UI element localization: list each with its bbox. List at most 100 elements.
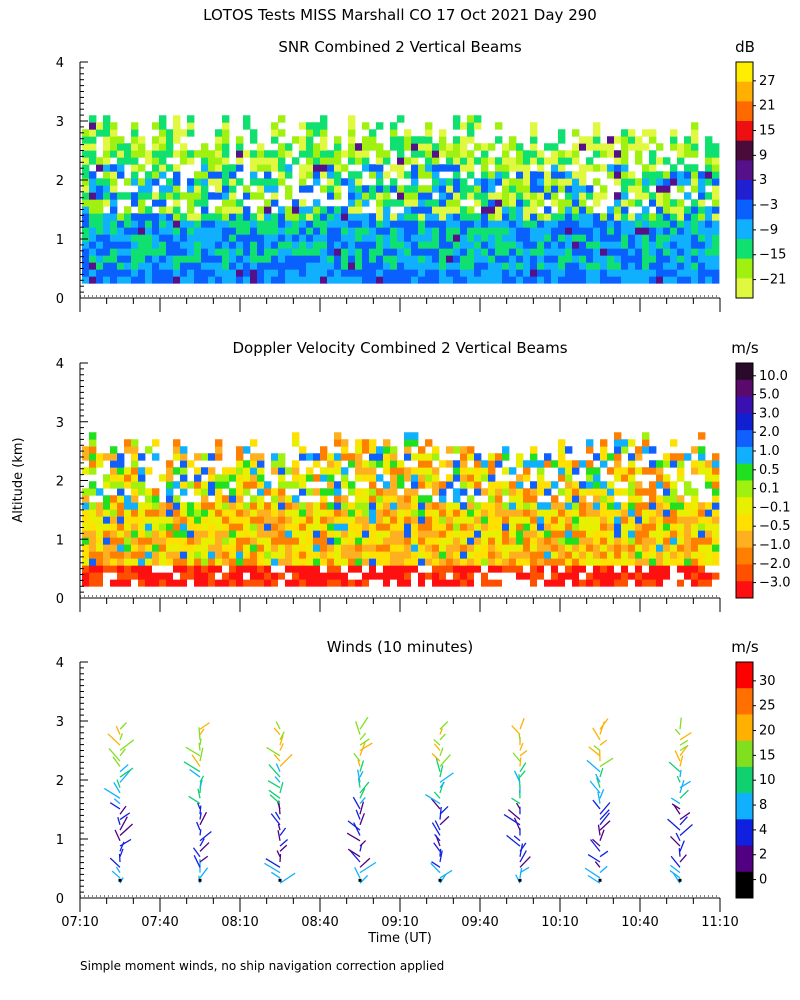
doppler-cell xyxy=(369,439,377,447)
snr-cell xyxy=(677,206,685,214)
wind-barb xyxy=(599,718,609,730)
doppler-cell xyxy=(481,502,489,510)
doppler-cell xyxy=(236,460,244,468)
doppler-cell xyxy=(89,439,97,447)
snr-cell xyxy=(593,248,601,256)
snr-cell xyxy=(635,213,643,221)
wind-barb xyxy=(439,772,454,783)
doppler-cell xyxy=(432,453,440,461)
doppler-cell xyxy=(320,572,328,580)
doppler-cell xyxy=(243,460,251,468)
doppler-cell xyxy=(579,509,587,517)
snr-cell xyxy=(446,227,454,235)
snr-cell xyxy=(243,220,251,228)
snr-cell xyxy=(117,269,125,277)
wind-barb xyxy=(586,759,601,773)
doppler-cell xyxy=(89,481,97,489)
doppler-cell xyxy=(138,523,146,531)
snr-cell xyxy=(110,178,118,186)
doppler-cell xyxy=(712,523,720,531)
doppler-cell xyxy=(348,516,356,524)
snr-cell xyxy=(551,234,559,242)
snr-cell xyxy=(292,234,300,242)
snr-cell xyxy=(684,276,692,284)
doppler-cell xyxy=(341,537,349,545)
snr-cell xyxy=(425,143,433,151)
doppler-cell xyxy=(530,565,538,573)
snr-cell xyxy=(306,241,314,249)
doppler-cell xyxy=(481,572,489,580)
snr-cell xyxy=(565,262,573,270)
snr-cell xyxy=(509,164,517,172)
snr-cell xyxy=(180,192,188,200)
doppler-cell xyxy=(313,530,321,538)
snr-cell xyxy=(558,206,566,214)
doppler-cell xyxy=(411,579,419,587)
doppler-cell xyxy=(460,537,468,545)
snr-cell xyxy=(453,248,461,256)
snr-cell xyxy=(586,262,594,270)
doppler-cell xyxy=(432,530,440,538)
snr-cell xyxy=(453,171,461,179)
doppler-cell xyxy=(670,495,678,503)
doppler-cell xyxy=(663,516,671,524)
doppler-cell xyxy=(397,579,405,587)
doppler-cell xyxy=(572,516,580,524)
snr-cell xyxy=(502,255,510,263)
doppler-cell xyxy=(201,544,209,552)
snr-cell xyxy=(488,234,496,242)
doppler-cell xyxy=(712,516,720,524)
doppler-unit-label: m/s xyxy=(731,339,759,357)
doppler-cell xyxy=(684,537,692,545)
doppler-cell xyxy=(439,544,447,552)
snr-cell xyxy=(82,269,90,277)
doppler-cell xyxy=(103,509,111,517)
doppler-cell xyxy=(243,446,251,454)
doppler-cell xyxy=(460,453,468,461)
snr-cell xyxy=(530,269,538,277)
snr-cell xyxy=(222,171,230,179)
snr-cell xyxy=(586,206,594,214)
doppler-cell xyxy=(418,453,426,461)
doppler-cell xyxy=(292,439,300,447)
snr-cell xyxy=(537,150,545,158)
snr-cell xyxy=(236,178,244,186)
snr-cell xyxy=(635,143,643,151)
doppler-cell xyxy=(341,495,349,503)
snr-cell xyxy=(376,220,384,228)
doppler-cell xyxy=(110,502,118,510)
doppler-cell xyxy=(635,502,643,510)
doppler-cell xyxy=(145,502,153,510)
doppler-cell xyxy=(446,460,454,468)
doppler-cell xyxy=(313,453,321,461)
snr-cell xyxy=(432,241,440,249)
snr-cell xyxy=(222,115,230,123)
doppler-cell xyxy=(236,530,244,538)
doppler-cell xyxy=(607,502,615,510)
colorbar-label: 27 xyxy=(759,74,776,89)
doppler-cell xyxy=(89,558,97,566)
doppler-cell xyxy=(348,453,356,461)
snr-cell xyxy=(166,269,174,277)
doppler-cell xyxy=(628,530,636,538)
colorbar-frame xyxy=(735,362,754,599)
doppler-cell xyxy=(558,474,566,482)
snr-cell xyxy=(131,234,139,242)
snr-cell xyxy=(691,136,699,144)
snr-cell xyxy=(705,178,713,186)
doppler-cell xyxy=(621,516,629,524)
doppler-cell xyxy=(222,551,230,559)
snr-cell xyxy=(131,255,139,263)
doppler-cell xyxy=(649,495,657,503)
doppler-cell xyxy=(250,565,258,573)
snr-cell xyxy=(299,262,307,270)
doppler-cell xyxy=(572,537,580,545)
doppler-cell xyxy=(390,453,398,461)
snr-cell xyxy=(544,143,552,151)
y-tick-label: 0 xyxy=(56,592,64,607)
y-tick-label: 4 xyxy=(56,357,64,372)
doppler-cell xyxy=(173,579,181,587)
snr-cell xyxy=(411,213,419,221)
doppler-cell xyxy=(593,579,601,587)
snr-cell xyxy=(397,185,405,193)
